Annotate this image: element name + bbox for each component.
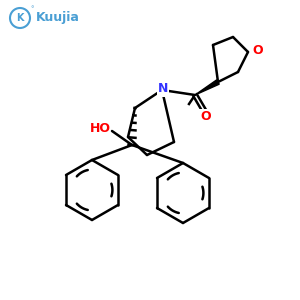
Text: °: ° — [30, 6, 34, 12]
Text: O: O — [201, 110, 211, 124]
Text: N: N — [158, 82, 168, 95]
Text: K: K — [16, 13, 24, 23]
Text: HO: HO — [89, 122, 110, 134]
Text: Kuujia: Kuujia — [36, 11, 80, 25]
Polygon shape — [195, 80, 219, 95]
Text: O: O — [253, 44, 263, 56]
